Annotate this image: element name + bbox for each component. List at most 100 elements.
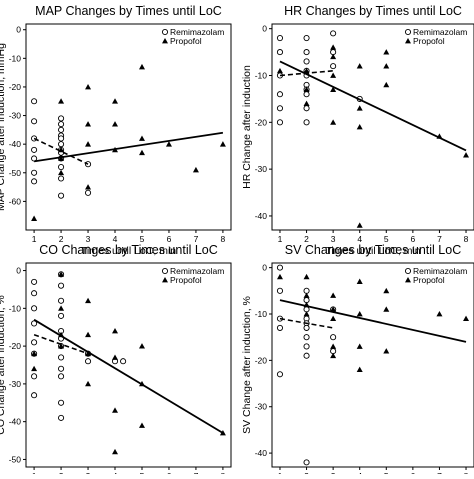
remimazolam-point [303,334,310,341]
propofol-point [112,98,119,104]
propofol-point [383,287,390,294]
propofol-point [436,311,443,317]
propofol-point [330,119,337,125]
y-tick-label: -20 [9,341,22,351]
remimazolam-point [58,164,65,171]
x-tick-label: 3 [331,234,336,244]
y-axis-label: CO Change after induction, % [0,295,7,435]
remimazolam-fit-line [33,137,89,165]
propofol-point [463,315,470,322]
y-tick-label: -20 [9,82,22,92]
propofol-point [112,354,119,360]
propofol-point [330,352,337,359]
remimazolam-point [303,49,310,56]
remimazolam-point [330,334,337,341]
remimazolam-fit-line [279,317,334,329]
y-tick-label: 0 [16,266,21,276]
y-tick-label: 0 [262,24,267,34]
remimazolam-point [58,121,65,128]
remimazolam-point [31,290,38,297]
remimazolam-point [31,118,38,125]
propofol-fit-line [33,131,224,163]
panel-title: HR Changes by Times until LoC [284,4,462,18]
propofol-point [356,124,363,130]
propofol-point [138,63,145,70]
remimazolam-point [276,264,284,271]
propofol-point [112,407,119,413]
propofol-point [58,98,65,104]
legend-remimazolam-marker [404,28,412,36]
panel-title: MAP Changes by Times until LoC [35,4,222,18]
y-tick-label: 0 [16,25,21,35]
x-tick-label: 2 [304,234,309,244]
propofol-point [356,366,363,373]
propofol-point [112,328,119,334]
propofol-point [356,105,363,111]
remimazolam-point [276,49,284,56]
y-tick-label: -10 [255,309,268,319]
propofol-point [276,67,283,74]
remimazolam-point [303,119,310,126]
y-tick-label: -40 [9,417,22,427]
propofol-point [138,135,145,141]
x-tick-label: 3 [86,234,91,244]
remimazolam-point [31,339,38,346]
remimazolam-point [31,320,38,327]
x-tick-label: 5 [140,234,145,244]
x-tick-label: 8 [221,234,226,244]
remimazolam-point [58,414,65,421]
y-tick-label: -10 [9,53,22,63]
x-tick-label: 7 [194,234,199,244]
propofol-point [330,86,337,92]
panel-title: SV Changes by Times until LoC [285,243,461,257]
propofol-point [31,350,38,357]
legend-propofol-marker [405,38,411,44]
propofol-point [85,83,92,90]
propofol-point [31,215,38,221]
remimazolam-fit-line [279,70,334,77]
propofol-point [303,100,310,106]
propofol-point [330,44,337,50]
propofol-point [303,273,310,280]
propofol-point [330,53,337,60]
remimazolam-point [276,119,284,126]
legend-remimazolam-marker [404,267,412,275]
propofol-point [463,152,470,158]
propofol-point [330,343,337,349]
remimazolam-point [303,352,310,359]
legend-propofol-marker [162,277,168,283]
legend-propofol-label: Propofol [413,275,445,285]
remimazolam-point [58,373,65,380]
remimazolam-point [303,459,310,466]
plot-frame [271,262,474,468]
remimazolam-point [31,392,38,399]
y-tick-label: -40 [255,448,268,458]
propofol-fit-line [279,60,467,152]
remimazolam-point [303,343,310,350]
propofol-point [85,331,92,338]
remimazolam-point [276,91,284,98]
propofol-point [356,343,363,349]
remimazolam-point [303,91,310,98]
remimazolam-point [31,278,38,285]
remimazolam-point [120,358,127,365]
propofol-point [85,141,92,147]
remimazolam-point [58,141,65,148]
remimazolam-point [58,365,65,372]
remimazolam-point [58,399,65,406]
propofol-point [165,141,172,147]
propofol-point [303,292,310,298]
propofol-point [112,121,119,127]
propofol-point [330,306,337,312]
remimazolam-point [58,135,65,142]
remimazolam-point [84,358,92,365]
remimazolam-point [84,189,92,196]
remimazolam-point [31,169,38,176]
legend-propofol-marker [405,277,411,283]
remimazolam-point [276,324,284,331]
x-axis-label: Times until LoC, min [325,245,420,257]
propofol-point [85,297,92,304]
propofol-point [58,343,65,349]
